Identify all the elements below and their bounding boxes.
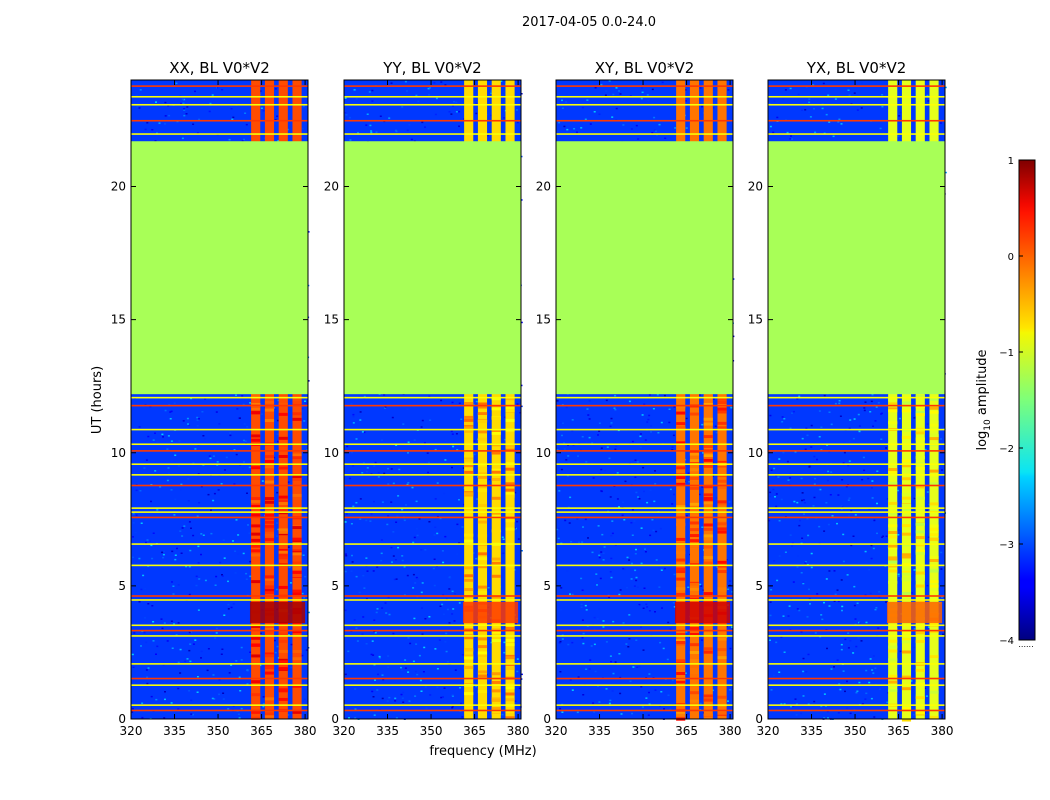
y-axis-label: UT (hours): [90, 366, 105, 434]
rfi-peak: [249, 601, 306, 624]
flagged-region: [768, 141, 945, 395]
y-tick-label: 15: [111, 313, 126, 327]
rfi-peak: [462, 601, 519, 624]
x-tick-label: 350: [207, 724, 230, 738]
x-tick-label: 320: [333, 724, 356, 738]
panel-frame: [130, 79, 309, 720]
y-tick-label: 0: [331, 712, 339, 726]
x-tick-label: 365: [675, 724, 698, 738]
colorbar-ticks: 1 0 −1 −2 −3 −4: [999, 156, 1023, 647]
panel-frame: [343, 79, 522, 720]
y-tick-label: 10: [536, 446, 551, 460]
colorbar-label: log10 amplitude: [975, 349, 993, 450]
rfi-lines: [131, 85, 308, 712]
x-tick-label: 380: [294, 724, 317, 738]
x-tick-label: 365: [250, 724, 273, 738]
panel-3: XY, BL V0*V2 320 335 350 365 380 0 5 10 15 20: [536, 59, 742, 738]
y-tick-label: 5: [118, 579, 126, 593]
y-tick-label: 20: [536, 180, 551, 194]
colorbar-tick-label: 0: [1008, 252, 1014, 263]
x-tick-label: 320: [757, 724, 780, 738]
panel-title: YY, BL V0*V2: [382, 59, 481, 77]
x-tick-label: 350: [420, 724, 443, 738]
y-tick-label: 10: [748, 446, 763, 460]
x-tick-label: 350: [632, 724, 655, 738]
x-tick-label: 320: [545, 724, 568, 738]
x-tick-label: 335: [376, 724, 399, 738]
y-tick-label: 5: [543, 579, 551, 593]
panel-1: XX, BL V0*V2 320 335 350 365 380 0 5 10 15 20: [111, 59, 317, 738]
y-tick-label: 15: [748, 313, 763, 327]
y-tick-label: 0: [755, 712, 763, 726]
colorbar-gradient: [1018, 159, 1036, 641]
flagged-region: [131, 141, 308, 395]
x-tick-label: 320: [120, 724, 143, 738]
x-tick-label: 335: [800, 724, 823, 738]
y-tick-label: 15: [536, 313, 551, 327]
rfi-peak: [674, 601, 731, 624]
y-tick-label: 20: [748, 180, 763, 194]
x-tick-label: 380: [931, 724, 954, 738]
y-tick-label: 15: [324, 313, 339, 327]
x-tick-label: 335: [588, 724, 611, 738]
colorbar: 1 0 −1 −2 −3 −4 log10 amplitude ......: [975, 156, 1036, 649]
y-tick-label: 0: [543, 712, 551, 726]
y-tick-label: 0: [118, 712, 126, 726]
panel-4: YX, BL V0*V2 320 335 350 365 380 0 5 10 15 20: [748, 59, 954, 738]
colorbar-tick-label: −4: [999, 636, 1014, 647]
colorbar-tick-label: −2: [999, 444, 1014, 455]
panel-frame: [555, 79, 734, 720]
y-tick-label: 20: [324, 180, 339, 194]
y-tick-label: 10: [111, 446, 126, 460]
colorbar-tick-label: 1: [1008, 156, 1014, 167]
x-tick-label: 365: [463, 724, 486, 738]
y-tick-label: 5: [755, 579, 763, 593]
colorbar-tick-label: −1: [999, 348, 1014, 359]
x-tick-label: 350: [844, 724, 867, 738]
rfi-peak: [886, 601, 943, 624]
colorbar-tick-label: −3: [999, 540, 1014, 551]
x-tick-label: 335: [163, 724, 186, 738]
x-axis-label: frequency (MHz): [429, 744, 536, 759]
figure-suptitle: 2017-04-05 0.0-24.0: [522, 15, 656, 30]
y-tick-label: 10: [324, 446, 339, 460]
flagged-region: [556, 141, 733, 395]
x-tick-label: 365: [887, 724, 910, 738]
panel-title: YX, BL V0*V2: [806, 59, 907, 77]
rfi-lines: [768, 85, 945, 712]
rfi-lines: [556, 85, 733, 712]
flagged-region: [344, 141, 521, 395]
panel-title: XY, BL V0*V2: [595, 59, 695, 77]
rfi-lines: [344, 85, 521, 712]
x-tick-label: 380: [719, 724, 742, 738]
panel-frame: [767, 79, 946, 720]
panel-2: YY, BL V0*V2 320 335 350 365 380 0 5 10 15 20: [324, 59, 530, 738]
y-tick-label: 20: [111, 180, 126, 194]
y-tick-label: 5: [331, 579, 339, 593]
panel-title: XX, BL V0*V2: [169, 59, 270, 77]
x-tick-label: 380: [507, 724, 530, 738]
colorbar-dots: ......: [1018, 640, 1033, 649]
